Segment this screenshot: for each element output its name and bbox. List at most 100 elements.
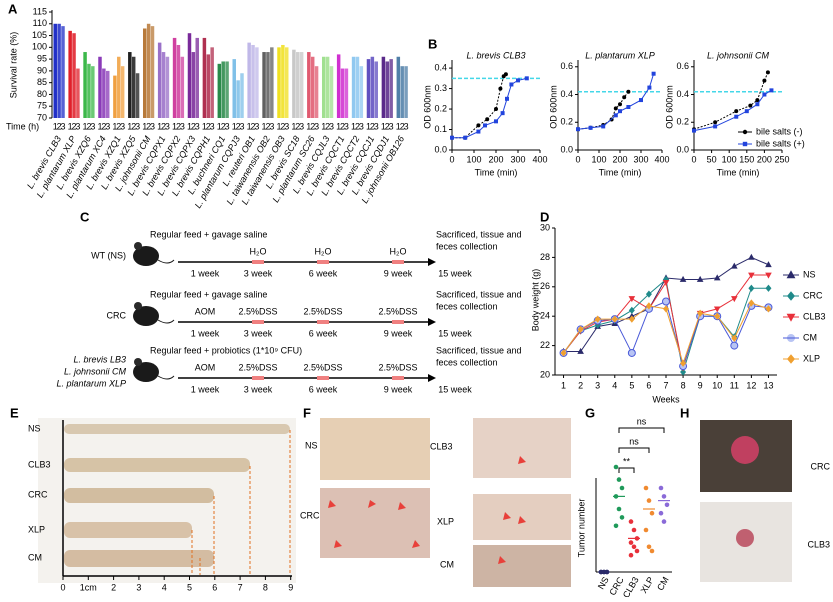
point <box>616 506 622 512</box>
point <box>631 544 637 550</box>
sample-label: CM <box>440 559 454 569</box>
time-label: 3 <box>404 121 409 131</box>
chart-title: L. johnsonii CM <box>707 50 770 60</box>
point <box>613 464 619 470</box>
time-label: 1 <box>247 121 252 131</box>
point <box>748 103 753 108</box>
time-label: 2 <box>57 121 62 131</box>
point <box>664 502 670 508</box>
event-marker <box>252 320 264 324</box>
point <box>679 275 687 282</box>
bar <box>292 49 296 118</box>
bar <box>355 56 360 118</box>
bar <box>225 61 229 118</box>
y-tick-label: 75 <box>37 101 47 111</box>
arrow <box>498 556 506 564</box>
y-tick-label: 110 <box>33 18 47 28</box>
time-label: 1 <box>68 121 73 131</box>
time-label: 2 <box>251 121 256 131</box>
legend-label: XLP <box>803 353 820 363</box>
lesion <box>731 436 759 464</box>
x-tick-label: XLP <box>639 575 656 595</box>
time-label: 2 <box>400 121 405 131</box>
x-axis-label: Time (min) <box>717 167 760 177</box>
time-label: 1 <box>396 121 401 131</box>
arrow <box>518 456 526 464</box>
legend-label: NS <box>803 269 816 279</box>
x-tick-label: 200 <box>757 154 772 164</box>
point <box>626 105 631 109</box>
mouse-tail <box>157 319 175 324</box>
point <box>613 523 619 529</box>
point <box>662 279 670 286</box>
event-marker <box>252 260 264 264</box>
bar <box>281 44 285 118</box>
mouse <box>133 362 159 382</box>
bar <box>370 56 375 118</box>
bar <box>255 47 259 119</box>
y-tick-label: 90 <box>37 65 47 75</box>
point <box>713 306 721 313</box>
point <box>680 368 687 376</box>
time-label: 2 <box>280 121 285 131</box>
y-tick-label: 0.2 <box>560 117 573 127</box>
y-tick-label: 0.1 <box>434 124 447 134</box>
bar <box>76 68 80 118</box>
x-tick-label: 12 <box>746 380 756 390</box>
end-label: feces collection <box>436 357 498 367</box>
time-label: 2 <box>101 121 106 131</box>
bar <box>344 68 349 118</box>
time-label: 1 <box>172 121 177 131</box>
time-label: 3 <box>195 121 200 131</box>
y-tick-label: 0.4 <box>676 89 689 99</box>
time-label: 2 <box>340 121 345 131</box>
x-tick-label: 100 <box>722 154 737 164</box>
week-label: 6 week <box>309 328 338 338</box>
x-tick-label: CLB3 <box>621 575 641 597</box>
week-label: 15 week <box>438 384 472 394</box>
x-tick-label: 3 <box>595 380 600 390</box>
x-tick-label: 50 <box>707 154 717 164</box>
arrow-head <box>428 318 436 326</box>
point <box>594 315 601 323</box>
arrow <box>412 540 420 548</box>
x-tick-label: 300 <box>510 154 525 164</box>
bar <box>400 66 404 118</box>
x-axis-label: Time (min) <box>599 167 642 177</box>
bar <box>68 30 72 118</box>
colon <box>64 424 290 434</box>
sample-label: XLP <box>437 516 454 526</box>
arrow-head <box>428 374 436 382</box>
photo <box>473 494 571 540</box>
event-label: AOM <box>195 362 216 372</box>
event-marker <box>317 260 329 264</box>
bar <box>98 56 102 118</box>
bar <box>187 33 192 119</box>
x-tick-label: 10 <box>712 380 722 390</box>
ruler-label: 7 <box>238 582 243 592</box>
legend-label: CM <box>803 332 817 342</box>
point <box>622 95 627 100</box>
bar <box>195 37 199 118</box>
time-label: 2 <box>146 121 151 131</box>
x-tick-label: 4 <box>612 380 617 390</box>
mouse-tail <box>157 259 175 264</box>
point <box>628 296 636 303</box>
time-label: 1 <box>276 121 281 131</box>
bar <box>172 37 177 118</box>
event-marker <box>392 320 404 324</box>
ruler-label: 0 <box>60 582 65 592</box>
time-label: 3 <box>254 121 259 131</box>
x-tick-label: 100 <box>591 154 606 164</box>
point <box>577 325 584 334</box>
bar <box>165 56 170 118</box>
week-label: 6 week <box>309 384 338 394</box>
x-tick-label: 250 <box>774 154 789 164</box>
bar <box>232 59 236 118</box>
time-label: 2 <box>221 121 226 131</box>
bar <box>299 52 304 118</box>
bar <box>53 23 57 118</box>
x-tick-label: 0 <box>575 154 580 164</box>
colon-photo <box>38 418 296 583</box>
series-line <box>452 73 507 139</box>
